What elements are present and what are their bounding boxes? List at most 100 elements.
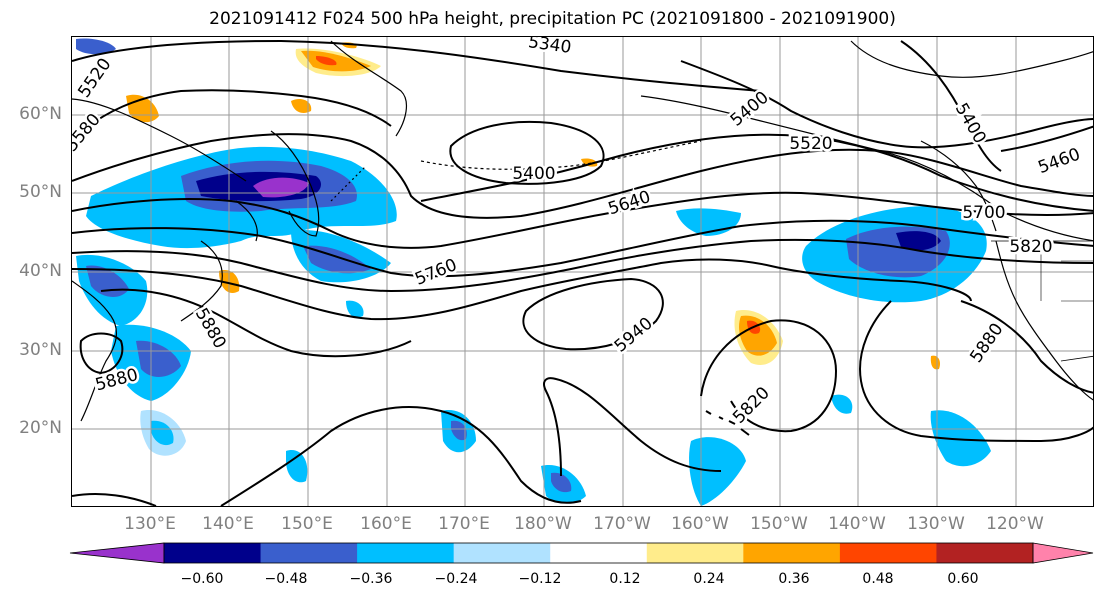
precip-positive-area <box>291 99 312 113</box>
border-states <box>1040 241 1093 302</box>
contour-line <box>522 277 664 351</box>
precip-negative-area <box>930 410 991 467</box>
contour-label: 5400 <box>512 164 555 184</box>
colorbar-extend-max <box>1032 542 1094 564</box>
colorbar-tick-label: 0.12 <box>609 571 641 587</box>
colorbar-tick-label: 0.36 <box>778 571 810 587</box>
contour-line <box>700 319 838 433</box>
contour-label: 5820 <box>729 383 774 428</box>
precip-negative-area <box>451 420 467 441</box>
height-contours <box>72 39 1093 506</box>
map-svg: 5340 5520 5580 5400 5400 5520 5640 5700 … <box>72 37 1093 506</box>
colorbar-tick-label: −0.36 <box>349 571 393 587</box>
lat-label-40n: 40°N <box>19 261 62 281</box>
contour-label: 5880 <box>966 320 1007 367</box>
contour-label: 5460 <box>1036 145 1083 179</box>
contour-line <box>72 238 1093 293</box>
coastline-aleutians <box>420 140 702 170</box>
coastline-asia <box>72 98 247 182</box>
lat-label-50n: 50°N <box>19 182 62 202</box>
colorbar-tick-label: 0.24 <box>693 571 725 587</box>
contour-line <box>72 258 972 321</box>
coastline-alaska-north <box>850 40 1093 78</box>
precip-positive-area <box>930 355 941 370</box>
contour-label: 5400 <box>951 100 990 147</box>
contour-label: 5700 <box>962 203 1005 223</box>
contour-line <box>220 406 582 506</box>
contour-line <box>72 191 1093 249</box>
colorbar-segment <box>743 543 841 563</box>
contour-label: 5760 <box>412 255 460 290</box>
coastline-na-west <box>995 240 1093 401</box>
precip-positive-area <box>316 56 337 66</box>
contour-label: 5820 <box>1009 237 1052 257</box>
precip-negative-area <box>896 231 941 251</box>
lon-label-120w: 120°W <box>986 514 1044 534</box>
lon-label-140w: 140°W <box>828 514 886 534</box>
precip-negative-area <box>151 420 174 446</box>
contour-label: 5640 <box>606 187 653 219</box>
coastline-korea-china <box>72 280 118 422</box>
coastline-bc <box>920 140 997 232</box>
contour-line <box>79 332 124 375</box>
coastline-kuriles <box>330 165 367 202</box>
precip-positive-area <box>301 50 371 72</box>
precip-negative-area <box>551 472 572 493</box>
contour-line <box>72 39 762 92</box>
colorbar-outline <box>163 542 1034 564</box>
lon-label-130w: 130°W <box>907 514 965 534</box>
colorbar-segment <box>453 543 551 563</box>
coastline-siberia <box>330 40 408 137</box>
coastline-kamchatka <box>270 130 320 237</box>
contour-line <box>900 40 1002 172</box>
precip-negative-area <box>346 300 364 318</box>
contour-label: 5400 <box>727 88 773 131</box>
map-title: 2021091412 F024 500 hPa height, precipit… <box>209 9 896 29</box>
contour-line <box>1000 125 1093 152</box>
map-panel: 5340 5520 5580 5400 5400 5520 5640 5700 … <box>71 36 1094 507</box>
colorbar-segment <box>260 543 358 563</box>
contour-line <box>449 120 605 185</box>
colorbar-segment <box>357 543 455 563</box>
colorbar-segment <box>936 543 1034 563</box>
contour-line <box>100 288 412 358</box>
lon-label-130e: 130°E <box>124 514 176 534</box>
precip-negative-area <box>136 340 181 377</box>
colorbar-tick-label: −0.48 <box>264 571 308 587</box>
graticule <box>72 37 1093 506</box>
contour-line <box>960 300 1093 394</box>
precip-shading <box>76 38 991 506</box>
colorbar-extend-min <box>69 542 165 564</box>
lon-label-160w: 160°W <box>671 514 729 534</box>
contour-label: 5520 <box>74 55 115 102</box>
colorbar-segment <box>646 543 744 563</box>
lon-label-150w: 150°W <box>750 514 808 534</box>
lon-label-170e: 170°E <box>438 514 490 534</box>
coastline-sea-of-okhotsk <box>235 200 258 242</box>
coastline-hawaii <box>705 410 750 436</box>
colorbar-tick-label: 0.48 <box>862 571 894 587</box>
contour-line <box>420 133 1093 212</box>
colorbar-segment <box>839 543 937 563</box>
lon-label-150e: 150°E <box>281 514 333 534</box>
colorbar-segment <box>164 543 262 563</box>
lon-label-180w: 180°W <box>514 514 572 534</box>
colorbar-segments <box>69 542 1094 564</box>
contour-line <box>680 60 1093 149</box>
lat-label-30n: 30°N <box>19 340 62 360</box>
precip-negative-area <box>253 177 309 198</box>
contour-label: 5880 <box>191 305 230 352</box>
coastline-japan <box>180 240 223 322</box>
precip-positive-area <box>581 158 598 167</box>
colorbar-tick-label: 0.60 <box>947 571 979 587</box>
contour-label: 5940 <box>611 314 657 357</box>
precip-negative-area <box>831 394 853 414</box>
precip-negative-area <box>76 38 116 55</box>
lat-label-20n: 20°N <box>19 418 62 438</box>
contour-line <box>72 133 1093 219</box>
lat-label-60n: 60°N <box>19 104 62 124</box>
lon-label-160e: 160°E <box>360 514 412 534</box>
colorbar-tick-label: −0.60 <box>180 571 224 587</box>
contour-label: 5580 <box>72 110 105 156</box>
colorbar-segment <box>550 543 648 563</box>
